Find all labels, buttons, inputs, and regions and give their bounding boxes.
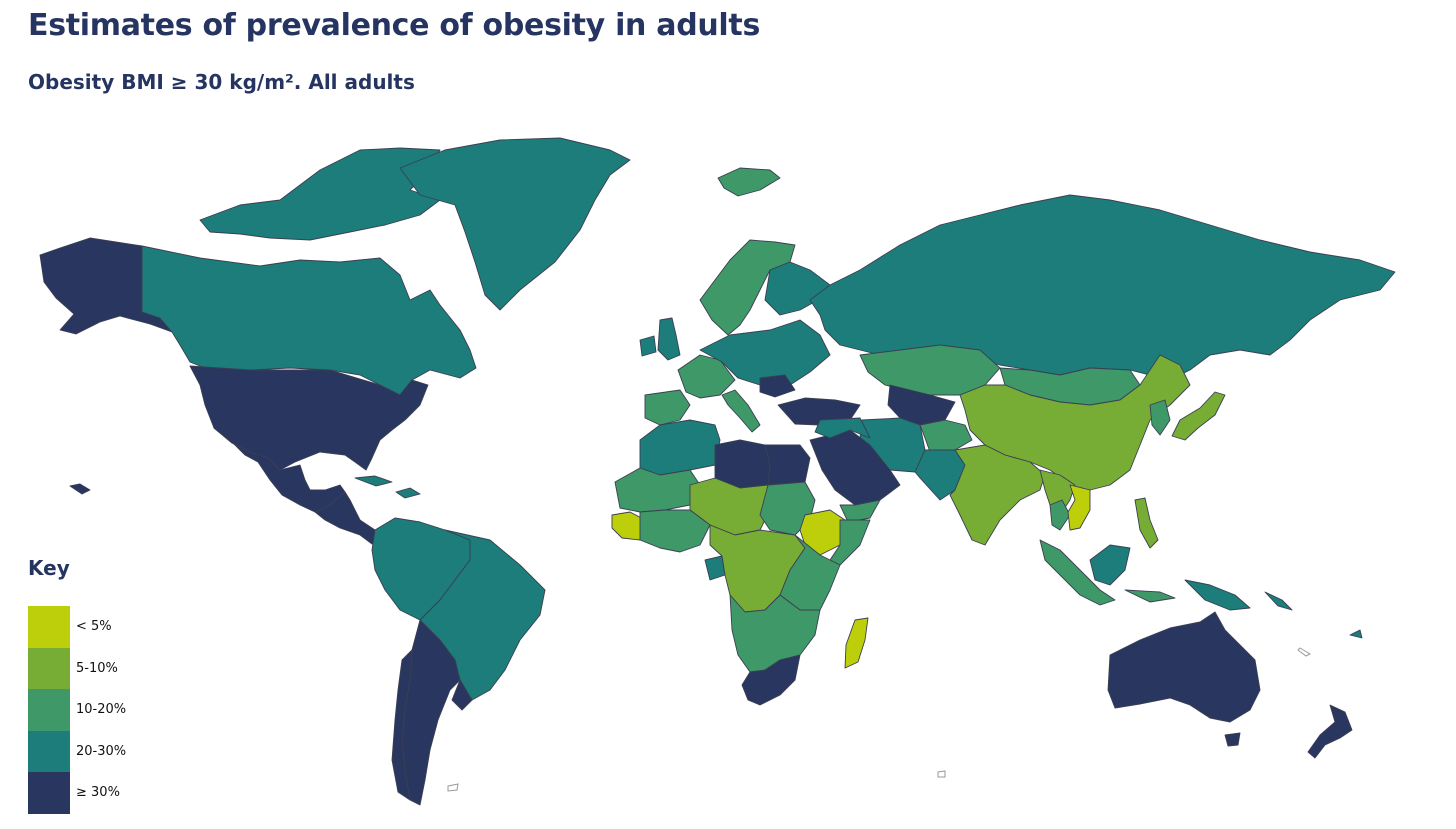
legend-item: < 5% xyxy=(28,606,126,648)
Greenland[interactable] xyxy=(399,137,631,311)
legend-swatch xyxy=(28,772,70,814)
India[interactable] xyxy=(949,444,1046,546)
world-map xyxy=(39,137,1396,806)
Central and Eastern Europe[interactable] xyxy=(699,319,831,386)
legend-swatch xyxy=(28,689,70,731)
Canada[interactable] xyxy=(141,245,477,396)
Borneo[interactable] xyxy=(1089,544,1131,586)
Yemen / Oman[interactable] xyxy=(839,499,881,523)
legend-item: ≥ 30% xyxy=(28,772,126,814)
legend-swatch xyxy=(28,730,70,772)
Australia[interactable] xyxy=(1107,611,1261,723)
Korea[interactable] xyxy=(1149,399,1171,436)
Ireland[interactable] xyxy=(639,335,657,357)
Papua New Guinea[interactable] xyxy=(1184,579,1251,611)
Saudi Arabia[interactable] xyxy=(809,429,901,506)
legend-label: < 5% xyxy=(76,619,112,635)
page-subtitle: Obesity BMI ≥ 30 kg/m². All adults xyxy=(28,70,415,94)
Philippines[interactable] xyxy=(1134,497,1159,549)
legend-item: 20-30% xyxy=(28,730,127,772)
Alaska[interactable] xyxy=(39,237,173,335)
legend-label: ≥ 30% xyxy=(76,785,120,801)
legend-label: 5-10% xyxy=(76,660,118,676)
legend: < 5% 5-10% 10-20% 20-30% ≥ 30% xyxy=(28,606,126,814)
Pacific Islands[interactable] xyxy=(1264,591,1363,639)
page-title: Estimates of prevalence of obesity in ad… xyxy=(28,8,761,43)
Tasmania xyxy=(1224,732,1241,747)
Egypt[interactable] xyxy=(764,444,811,486)
Uruguay[interactable] xyxy=(451,679,473,711)
Afghanistan / Tajikistan[interactable] xyxy=(919,419,973,453)
legend-swatch xyxy=(28,606,70,648)
legend-label: 10-20% xyxy=(76,702,127,718)
Libya[interactable] xyxy=(714,439,771,489)
Japan[interactable] xyxy=(1171,391,1226,441)
new-caledonia xyxy=(1297,647,1312,657)
Iceland[interactable] xyxy=(717,167,781,197)
Iberia[interactable] xyxy=(644,389,691,426)
Gabon[interactable] xyxy=(704,555,726,581)
legend-item: 5-10% xyxy=(28,647,126,689)
legend-swatch xyxy=(28,647,70,689)
South Africa[interactable] xyxy=(741,654,801,706)
Mexico[interactable] xyxy=(213,427,346,513)
Caribbean[interactable] xyxy=(354,475,421,499)
Madagascar[interactable] xyxy=(844,617,869,669)
Iraq / Syria[interactable] xyxy=(814,417,871,439)
Chile[interactable] xyxy=(391,649,413,801)
Alaska-islands xyxy=(69,483,91,495)
Western Europe[interactable] xyxy=(677,354,736,399)
United Kingdom[interactable] xyxy=(657,317,681,361)
Canadian Arctic Islands[interactable] xyxy=(199,147,441,241)
Ethiopia[interactable] xyxy=(799,509,846,556)
Thailand[interactable] xyxy=(1049,499,1071,531)
Italy[interactable] xyxy=(721,389,761,433)
Turkey[interactable] xyxy=(777,397,861,426)
falkland-islands xyxy=(447,783,459,792)
Mauritania / Mali[interactable] xyxy=(614,467,701,513)
Southern Africa[interactable] xyxy=(729,594,821,673)
Malaysia / Indonesia[interactable] xyxy=(1039,539,1176,606)
Morocco / Algeria[interactable] xyxy=(639,419,721,476)
legend-item: 10-20% xyxy=(28,689,126,731)
New Zealand[interactable] xyxy=(1307,704,1353,759)
legend-title: Key xyxy=(28,556,70,580)
Vietnam / Cambodia[interactable] xyxy=(1067,484,1091,531)
Romania[interactable] xyxy=(759,374,796,398)
legend-label: 20-30% xyxy=(76,743,127,759)
kerguelen-islands xyxy=(937,770,946,778)
West Africa coast[interactable] xyxy=(639,509,711,553)
